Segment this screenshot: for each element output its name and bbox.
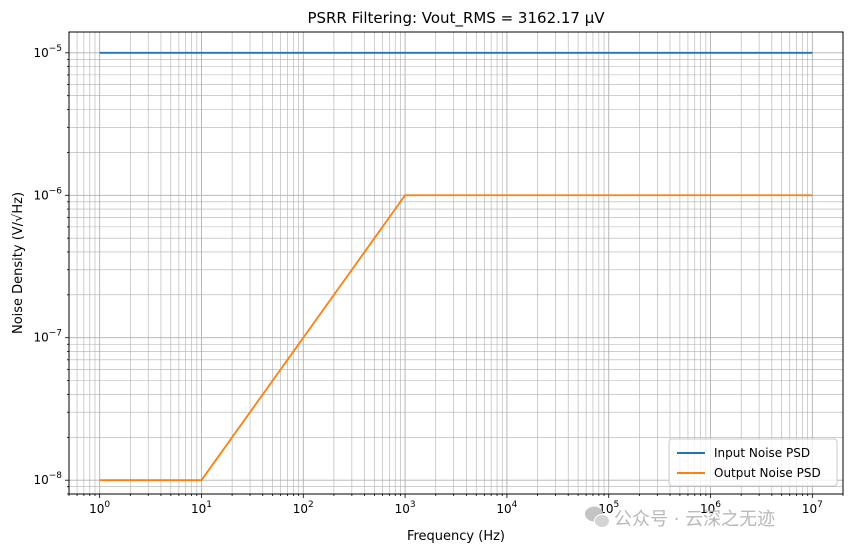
legend-box bbox=[668, 438, 838, 487]
wechat-icon bbox=[585, 506, 610, 528]
x-axis-label: Frequency (Hz) bbox=[407, 529, 505, 544]
y-tick-label: 10−6 bbox=[33, 186, 62, 202]
x-tick-label: 100 bbox=[89, 500, 110, 516]
series-layer bbox=[99, 51, 813, 482]
y-tick-label: 10−7 bbox=[33, 329, 62, 345]
y-tick-label: 10−5 bbox=[33, 44, 62, 60]
series-line-output-noise bbox=[99, 194, 813, 482]
watermark: 公众号 · 云深之无迹 bbox=[585, 506, 775, 530]
plot-frame bbox=[68, 31, 844, 495]
x-tick-label: 102 bbox=[293, 500, 314, 516]
grid bbox=[68, 32, 844, 495]
legend-label-output: Output Noise PSD bbox=[714, 466, 821, 480]
x-tick-label: 101 bbox=[191, 500, 212, 516]
legend-label-input: Input Noise PSD bbox=[714, 446, 810, 460]
x-tick-label: 106 bbox=[700, 500, 721, 516]
x-tick-label: 104 bbox=[496, 500, 517, 516]
chart-title: PSRR Filtering: Vout_RMS = 3162.17 μV bbox=[307, 9, 605, 28]
x-tick-label: 103 bbox=[395, 500, 416, 516]
legend: Input Noise PSD Output Noise PSD bbox=[668, 438, 838, 487]
y-axis-label: Noise Density (V/√Hz) bbox=[11, 192, 26, 334]
watermark-text: 公众号 · 云深之无迹 bbox=[614, 509, 775, 530]
y-tick-label: 10−8 bbox=[33, 471, 62, 487]
x-tick-label: 107 bbox=[802, 500, 823, 516]
